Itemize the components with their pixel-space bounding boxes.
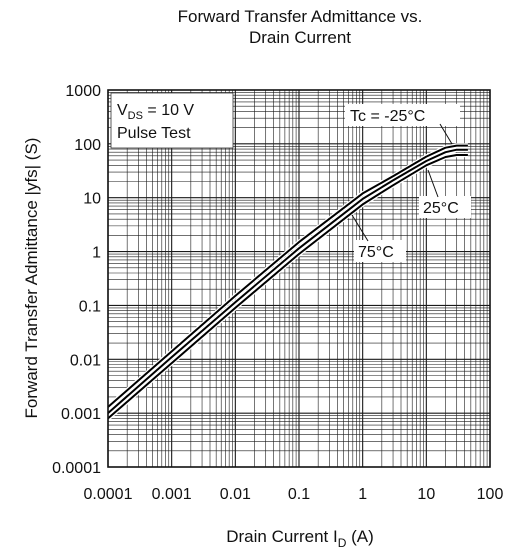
y-tick-label: 0.0001 xyxy=(52,460,101,477)
conditions-vds-symbol: V xyxy=(117,102,128,119)
y-tick-label: 1 xyxy=(92,245,101,262)
series-label-25c: 25°C xyxy=(423,200,459,217)
y-tick-label: 0.001 xyxy=(61,406,101,423)
chart-title-line-1: Forward Transfer Admittance vs. xyxy=(178,7,423,26)
x-tick-label: 10 xyxy=(417,486,435,503)
x-axis-label-main: Drain Current I xyxy=(226,527,337,546)
x-tick-label: 1 xyxy=(358,486,367,503)
series-label-75c: 75°C xyxy=(358,244,394,261)
x-axis-label-sub: D xyxy=(338,536,347,550)
x-tick-label: 0.1 xyxy=(288,486,310,503)
conditions-line-2: Pulse Test xyxy=(117,125,191,142)
chart-title-line-2: Drain Current xyxy=(249,28,351,47)
y-axis-label: Forward Transfer Admittance |yfs| (S) xyxy=(22,138,41,419)
x-tick-label: 0.0001 xyxy=(84,486,133,503)
x-axis-label: Drain Current ID (A) xyxy=(226,527,374,550)
x-tick-label: 0.001 xyxy=(152,486,192,503)
y-tick-label: 100 xyxy=(74,137,101,154)
series-label-tc-minus25: Tc = -25°C xyxy=(350,108,425,125)
conditions-vds-value: = 10 V xyxy=(143,102,194,119)
y-tick-label: 0.01 xyxy=(70,352,101,369)
y-tick-label: 1000 xyxy=(65,83,101,100)
y-tick-label: 0.1 xyxy=(79,298,101,315)
x-axis-label-unit: (A) xyxy=(346,527,373,546)
x-tick-label: 100 xyxy=(477,486,504,503)
x-tick-label: 0.01 xyxy=(220,486,251,503)
conditions-vds-subscript: DS xyxy=(128,110,143,122)
y-tick-label: 10 xyxy=(83,191,101,208)
leader-tc-minus25 xyxy=(440,124,452,144)
leader-25c xyxy=(428,170,438,197)
